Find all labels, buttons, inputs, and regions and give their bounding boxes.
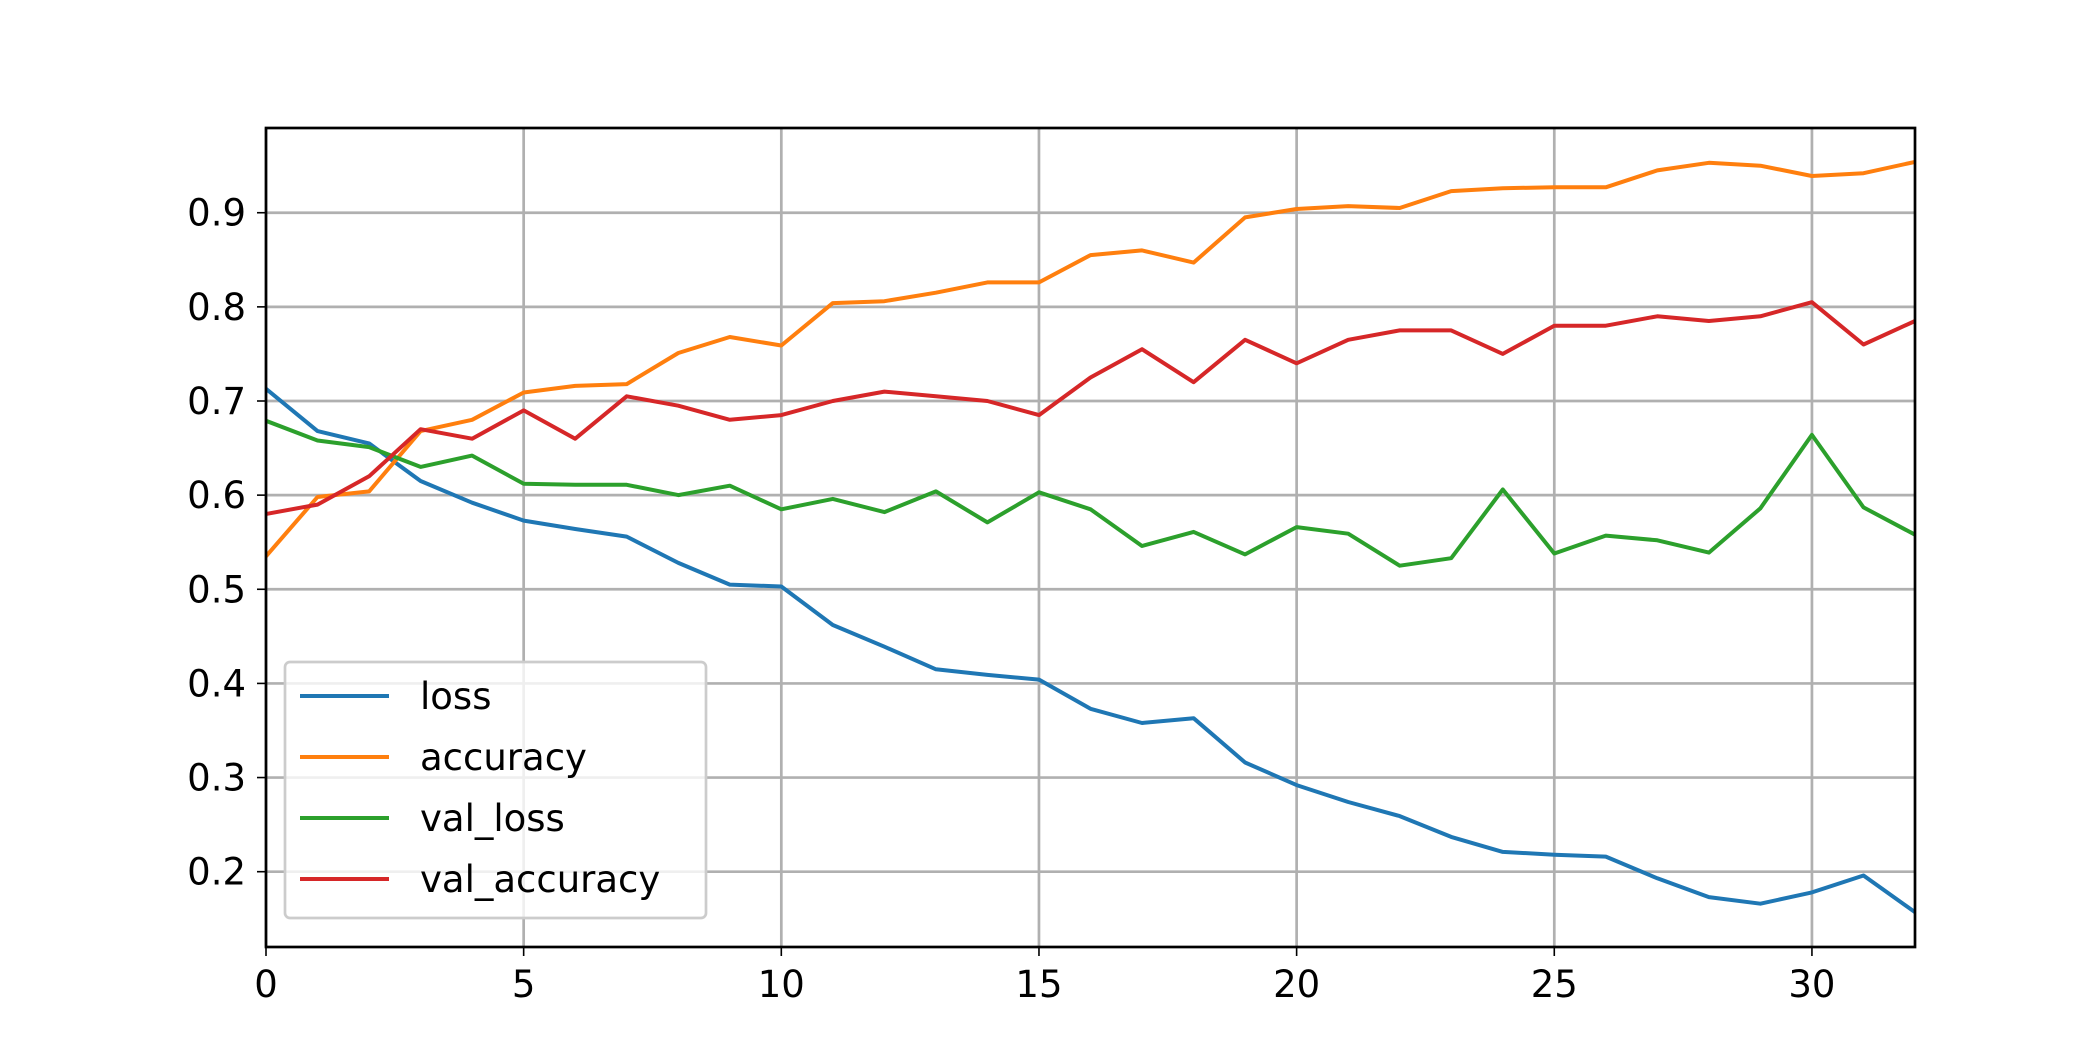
series-line-loss [266,386,1915,915]
x-tick-label: 30 [1788,963,1835,1006]
legend-box [283,660,708,920]
y-tick-label: 0.4 [187,662,246,705]
y-tick-label: 0.8 [187,286,246,329]
series-line-accuracy [266,159,1915,560]
x-tick-label: 5 [512,963,536,1006]
x-tick-label: 25 [1531,963,1578,1006]
x-tick-label: 10 [758,963,805,1006]
legend-label: accuracy [420,736,587,779]
y-tick-label: 0.3 [187,757,246,800]
legend-label: val_accuracy [420,858,660,901]
y-tick-label: 0.2 [187,851,246,894]
y-tick-label: 0.6 [187,474,246,517]
x-tick-label: 15 [1015,963,1062,1006]
series-lines [266,159,1915,915]
axis-ticks: 0 5 10 15 20 25 30 0.2 0.3 0.4 0.5 0.6 0.7 0.8 0.9 [187,192,1835,1006]
legend-label: val_loss [420,797,565,840]
x-tick-label: 20 [1273,963,1320,1006]
y-tick-label: 0.9 [187,192,246,235]
plot-frame [264,126,1917,949]
y-tick-label: 0.7 [187,380,246,423]
series-line-val-accuracy [266,300,1915,517]
legend-label: loss [420,675,491,718]
legend: loss accuracy val_loss val_accuracy [283,660,708,920]
y-tick-label: 0.5 [187,568,246,611]
x-tick-label: 0 [254,963,278,1006]
series-line-val-loss [266,418,1915,568]
